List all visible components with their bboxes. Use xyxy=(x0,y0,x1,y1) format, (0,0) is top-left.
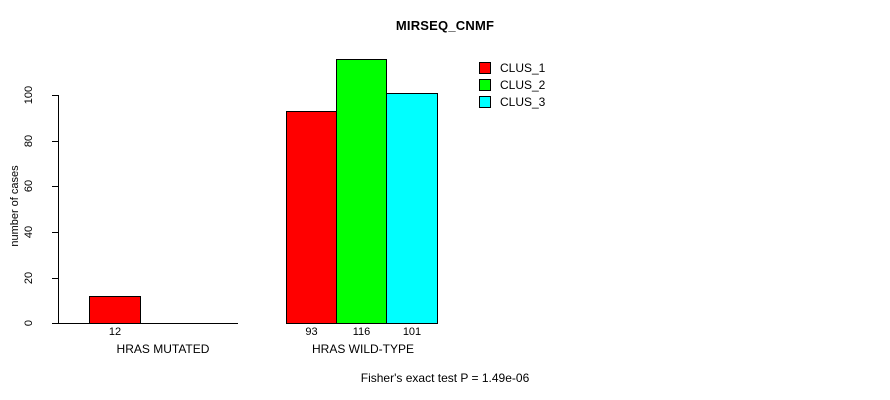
y-tick-mark-80 xyxy=(52,141,58,142)
legend-swatch-icon-clus-2 xyxy=(479,78,491,91)
bar-value-hras-wild-type-clus-3: 101 xyxy=(402,326,422,338)
legend-swatch-icon-clus-3 xyxy=(479,95,491,108)
bar-hras-wild-type-clus-3[interactable] xyxy=(386,93,438,324)
legend-label-clus-1: CLUS_1 xyxy=(500,60,546,75)
y-tick-mark-20 xyxy=(52,278,58,279)
y-tick-mark-0 xyxy=(52,323,58,324)
bar-value-hras-wild-type-clus-2: 116 xyxy=(352,326,371,338)
legend-item-clus-3[interactable]: CLUS_3 xyxy=(479,93,545,110)
legend-label-clus-3: CLUS_3 xyxy=(500,94,546,109)
bar-hras-wild-type-clus-1[interactable] xyxy=(286,111,337,324)
y-axis-title: number of cases xyxy=(9,165,21,247)
y-tick-label-80: 80 xyxy=(23,134,35,148)
y-tick-mark-40 xyxy=(52,232,58,233)
y-tick-label-100: 100 xyxy=(23,85,35,105)
group-label-hras-mutated: HRAS MUTATED xyxy=(116,342,210,356)
statistical-test-annotation: Fisher's exact test P = 1.49e-06 xyxy=(360,371,530,385)
legend: CLUS_1 CLUS_2 CLUS_3 xyxy=(479,59,545,110)
legend-item-clus-1[interactable]: CLUS_1 xyxy=(479,59,545,76)
legend-label-clus-2: CLUS_2 xyxy=(500,77,546,92)
group-baseline-hras-mutated xyxy=(58,323,238,324)
bar-hras-mutated-clus-1[interactable] xyxy=(89,296,141,324)
y-tick-label-0: 0 xyxy=(23,319,35,327)
y-tick-label-60: 60 xyxy=(23,179,35,193)
y-tick-label-20: 20 xyxy=(23,271,35,285)
group-label-hras-wild-type: HRAS WILD-TYPE xyxy=(311,342,414,356)
bar-hras-wild-type-clus-2[interactable] xyxy=(336,59,387,324)
y-tick-mark-100 xyxy=(52,95,58,96)
legend-swatch-icon-clus-1 xyxy=(479,61,491,74)
y-tick-mark-60 xyxy=(52,186,58,187)
page-title: MIRSEQ_CNMF xyxy=(395,18,495,33)
y-tick-label-40: 40 xyxy=(23,225,35,239)
bar-value-hras-mutated-clus-1: 12 xyxy=(108,326,122,338)
legend-item-clus-2[interactable]: CLUS_2 xyxy=(479,76,545,93)
bar-value-hras-wild-type-clus-1: 93 xyxy=(305,326,318,338)
y-axis-line xyxy=(58,95,59,324)
